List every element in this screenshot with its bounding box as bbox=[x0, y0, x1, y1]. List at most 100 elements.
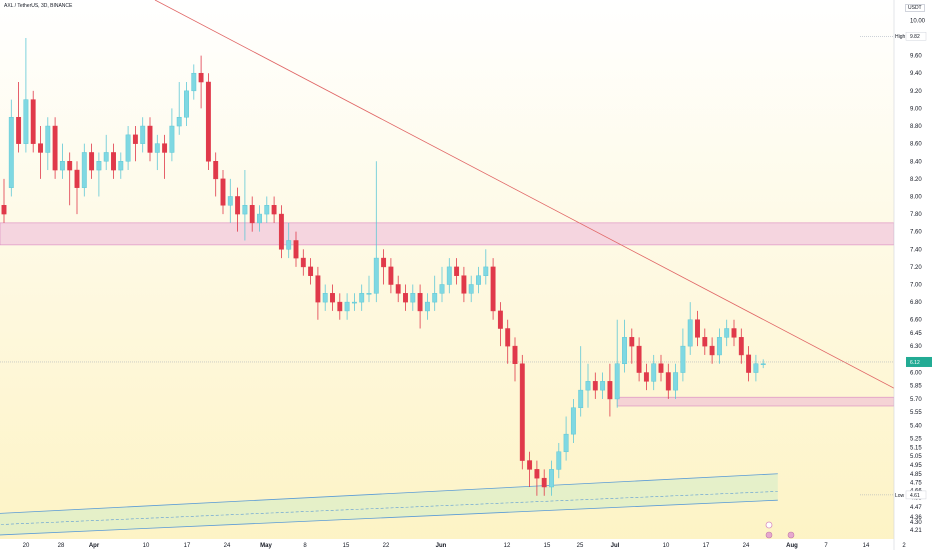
candle-body bbox=[96, 161, 102, 171]
candle-body bbox=[52, 125, 58, 171]
tag-label: Low bbox=[895, 493, 905, 499]
tag-value: 4.61 bbox=[910, 493, 920, 499]
x-tick-label: May bbox=[260, 543, 272, 549]
candle-body bbox=[162, 143, 168, 153]
y-tick-label: 9.60 bbox=[910, 54, 922, 60]
x-tick-label: 10 bbox=[663, 543, 670, 549]
candle-body bbox=[702, 337, 708, 347]
y-tick-label: 5.15 bbox=[910, 445, 922, 451]
x-tick-label: 20 bbox=[23, 543, 30, 549]
currency-badge[interactable]: USDT bbox=[905, 4, 925, 12]
candle-body bbox=[1, 205, 7, 215]
event-marker-icon bbox=[765, 531, 773, 539]
candle-body bbox=[497, 310, 503, 329]
y-tick-label: 5.25 bbox=[910, 437, 922, 443]
candle-body bbox=[322, 293, 328, 303]
candle-body bbox=[556, 451, 562, 470]
candle-body bbox=[359, 293, 365, 303]
candle-body bbox=[125, 134, 131, 162]
y-tick-label: 7.40 bbox=[910, 247, 922, 253]
candle-body bbox=[293, 240, 299, 259]
x-tick-label: Apr bbox=[89, 543, 100, 549]
candle-body bbox=[476, 275, 481, 285]
y-tick-label: 9.20 bbox=[910, 89, 922, 95]
y-tick-label: 6.45 bbox=[910, 331, 922, 337]
candle-body bbox=[132, 134, 138, 144]
y-tick-label: 6.80 bbox=[910, 300, 922, 306]
channel-middle bbox=[0, 491, 778, 525]
candle-body bbox=[381, 257, 387, 268]
candle-body bbox=[578, 389, 584, 409]
x-tick-label: Jul bbox=[611, 543, 620, 549]
x-axis-panel bbox=[0, 539, 894, 550]
y-tick-label: 5.55 bbox=[910, 410, 922, 416]
x-tick-label: 8 bbox=[303, 543, 307, 549]
candle-body bbox=[490, 266, 496, 312]
candle-body bbox=[388, 266, 394, 285]
y-tick-label: 5.05 bbox=[910, 454, 922, 460]
x-tick-label: 10 bbox=[143, 543, 150, 549]
candle-body bbox=[563, 433, 569, 453]
candle-body bbox=[337, 301, 343, 312]
candle-body bbox=[315, 275, 321, 303]
y-tick-label: 4.21 bbox=[910, 528, 922, 534]
candle-body bbox=[541, 477, 547, 488]
tag-label: High bbox=[895, 34, 906, 40]
candle-body bbox=[424, 301, 430, 312]
candle-body bbox=[176, 116, 182, 127]
candle-body bbox=[213, 161, 219, 180]
candle-body bbox=[614, 363, 620, 400]
y-tick-label: 9.00 bbox=[910, 106, 922, 112]
candle-body bbox=[687, 319, 693, 347]
candle-body bbox=[629, 337, 635, 347]
candle-body bbox=[45, 125, 51, 153]
candle-body bbox=[512, 345, 518, 364]
candle-body bbox=[607, 381, 613, 400]
candle-body bbox=[74, 169, 80, 188]
candle-body bbox=[249, 205, 255, 224]
y-tick-label: 6.60 bbox=[910, 318, 922, 324]
candle-body bbox=[23, 99, 29, 144]
y-tick-label: 8.20 bbox=[910, 177, 922, 183]
candle-body bbox=[198, 72, 204, 83]
y-axis-panel bbox=[894, 0, 932, 550]
candle-body bbox=[59, 161, 65, 171]
x-tick-label: 25 bbox=[577, 543, 584, 549]
candle-body bbox=[505, 328, 511, 347]
y-tick-label: 4.95 bbox=[910, 463, 922, 469]
candle-body bbox=[731, 328, 737, 338]
y-tick-label: 4.30 bbox=[910, 520, 922, 526]
candle-body bbox=[257, 213, 262, 224]
x-tick-label: 7 bbox=[824, 543, 828, 549]
channel-upper bbox=[0, 473, 778, 514]
candle-body bbox=[651, 363, 657, 382]
candle-body bbox=[483, 266, 489, 276]
candle-body bbox=[330, 293, 335, 303]
y-tick-label: 4.47 bbox=[910, 505, 922, 511]
candle-body bbox=[446, 266, 452, 285]
candle-body bbox=[417, 293, 423, 312]
y-tick-label: 7.20 bbox=[910, 265, 922, 271]
candle-body bbox=[308, 266, 314, 276]
x-tick-label: 15 bbox=[544, 543, 551, 549]
candle-body bbox=[8, 116, 14, 188]
y-tick-label: 6.00 bbox=[910, 371, 922, 377]
candle-body bbox=[147, 125, 153, 153]
candle-body bbox=[753, 363, 759, 373]
tag-box bbox=[905, 31, 927, 41]
candle-body bbox=[67, 161, 73, 171]
candle-body bbox=[271, 205, 277, 215]
candle-body bbox=[432, 293, 438, 303]
candle-body bbox=[16, 116, 22, 144]
candle-body bbox=[760, 363, 766, 365]
trendline bbox=[154, 0, 901, 392]
candle-body bbox=[235, 196, 241, 215]
candle-body bbox=[184, 90, 189, 118]
y-tick-label: 7.00 bbox=[910, 283, 922, 289]
candle-body bbox=[227, 196, 233, 206]
tag-value: 9.82 bbox=[910, 34, 920, 40]
candle-body bbox=[351, 301, 357, 304]
candle-body bbox=[738, 337, 744, 356]
